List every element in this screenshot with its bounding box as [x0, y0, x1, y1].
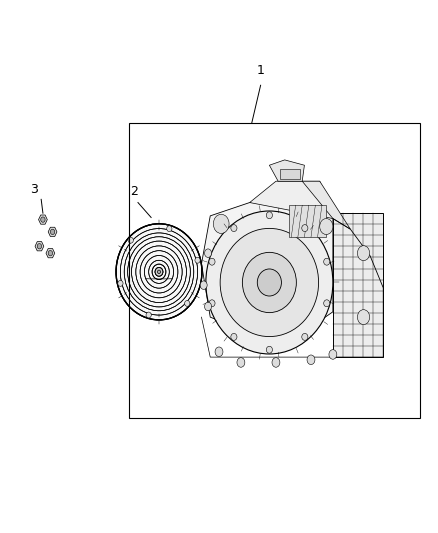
Circle shape [50, 229, 55, 235]
Bar [280, 169, 300, 179]
Ellipse shape [155, 268, 163, 276]
Bar [289, 205, 326, 237]
Ellipse shape [195, 257, 200, 263]
Circle shape [41, 217, 45, 222]
Text: 2: 2 [130, 185, 138, 198]
Ellipse shape [257, 269, 282, 296]
Circle shape [237, 358, 245, 367]
Ellipse shape [116, 224, 202, 320]
Ellipse shape [302, 224, 308, 231]
Ellipse shape [128, 237, 134, 243]
Ellipse shape [231, 334, 237, 341]
Ellipse shape [209, 259, 215, 265]
Circle shape [205, 302, 212, 311]
Ellipse shape [206, 211, 333, 354]
Ellipse shape [242, 252, 297, 313]
Text: 1: 1 [257, 64, 265, 77]
Circle shape [357, 246, 370, 261]
Ellipse shape [324, 259, 330, 265]
Polygon shape [201, 203, 333, 333]
Polygon shape [48, 227, 57, 237]
Ellipse shape [167, 226, 172, 232]
Text: 3: 3 [30, 183, 38, 196]
Polygon shape [39, 215, 47, 224]
Ellipse shape [324, 300, 330, 306]
Circle shape [320, 219, 333, 235]
Circle shape [205, 249, 212, 257]
Circle shape [329, 350, 337, 359]
Ellipse shape [146, 312, 151, 318]
Ellipse shape [184, 301, 190, 306]
Ellipse shape [118, 280, 123, 286]
Polygon shape [302, 181, 350, 229]
Polygon shape [46, 248, 55, 258]
Circle shape [37, 244, 42, 249]
Circle shape [213, 214, 229, 233]
Circle shape [215, 347, 223, 357]
Polygon shape [35, 241, 44, 251]
Circle shape [357, 310, 370, 325]
Ellipse shape [266, 212, 272, 219]
Polygon shape [269, 160, 304, 181]
Ellipse shape [209, 300, 215, 306]
Polygon shape [250, 181, 333, 219]
Ellipse shape [231, 224, 237, 231]
Ellipse shape [302, 334, 308, 341]
Circle shape [48, 251, 53, 256]
Bar [129, 123, 420, 418]
Circle shape [307, 355, 315, 365]
Circle shape [200, 281, 207, 289]
Ellipse shape [157, 270, 161, 273]
Circle shape [272, 358, 280, 367]
Ellipse shape [220, 228, 318, 337]
Bar [333, 213, 383, 357]
Ellipse shape [266, 346, 272, 353]
